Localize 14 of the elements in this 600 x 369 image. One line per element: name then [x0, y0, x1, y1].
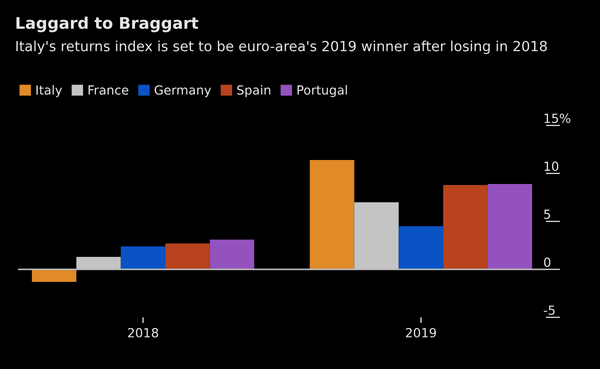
- y-tick-label: -5: [544, 306, 555, 315]
- y-tick-label: 10: [544, 162, 558, 172]
- chart-title: Laggard to Braggart: [16, 16, 198, 32]
- y-tick-label: 0: [544, 257, 550, 267]
- legend-label: Spain: [237, 85, 270, 98]
- legend-label: Germany: [154, 85, 212, 98]
- legend-label: Portugal: [298, 85, 347, 98]
- legend-label: Italy: [36, 85, 62, 98]
- y-tick-label: 5: [544, 210, 550, 219]
- x-tick-label: 2018: [128, 328, 158, 338]
- x-tick-label: 2019: [406, 328, 436, 338]
- y-tick-label: 15%: [544, 114, 570, 124]
- legend-label: France: [88, 85, 128, 95]
- chart-subtitle: Italy's returns index is set to be euro-area's 2019 winner after losing in 2018: [16, 40, 547, 54]
